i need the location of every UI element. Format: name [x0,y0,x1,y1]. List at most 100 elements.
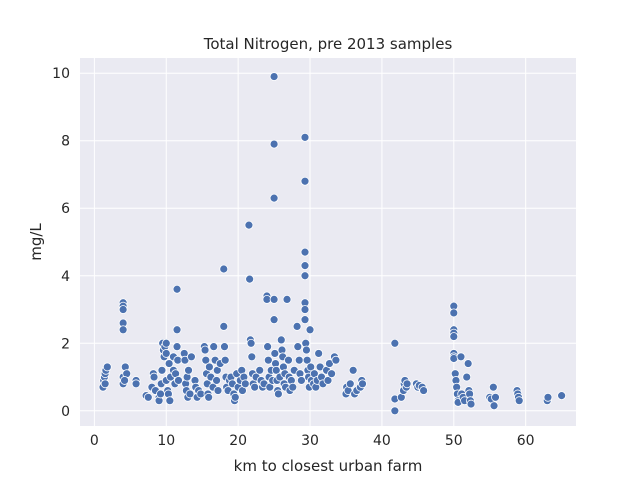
data-point [270,349,280,358]
data-point [204,362,214,372]
data-point [348,365,358,375]
data-point [491,392,500,402]
data-point [306,362,316,372]
data-point [466,399,476,409]
data-point [219,264,229,274]
data-points [98,72,567,416]
data-point [118,305,128,314]
data-point [302,355,312,365]
data-point [269,315,279,325]
data-point [156,389,165,399]
data-point [247,352,257,362]
data-point [284,355,293,365]
data-point [269,193,279,203]
data-point [288,382,298,392]
chart-title: Total Nitrogen, pre 2013 samples [203,35,453,53]
data-point [292,322,302,331]
y-tick-label: 8 [61,134,70,150]
data-point [246,338,256,348]
data-point [300,261,310,271]
data-point [514,396,524,406]
data-point [449,308,459,318]
data-point [331,355,341,365]
data-point [102,362,112,372]
data-point [255,365,265,375]
data-point [219,322,229,331]
data-point [164,359,174,368]
data-point [345,379,355,389]
data-point [143,392,153,402]
x-tick-label: 60 [517,433,535,449]
data-point [271,365,281,375]
data-point [269,72,279,81]
data-point [294,355,304,365]
y-tick-label: 2 [61,336,70,352]
y-tick-label: 10 [52,66,70,82]
data-point [100,379,110,389]
data-point [419,386,429,395]
x-tick-label: 30 [301,433,319,449]
data-point [157,365,167,375]
x-axis-label: km to closest urban farm [234,457,423,475]
data-point [185,389,195,399]
x-tick-label: 40 [373,433,391,449]
data-point [489,401,499,411]
data-point [240,379,250,389]
data-point [297,376,306,385]
data-point [300,132,310,142]
data-point [300,176,310,186]
data-point [212,376,221,385]
data-point [250,382,260,392]
data-point [293,342,303,352]
data-point [118,325,128,335]
data-point [543,392,553,402]
data-point [187,352,196,362]
data-point [488,382,498,392]
data-point [390,338,400,348]
x-tick-label: 20 [229,433,247,449]
data-point [172,342,182,352]
data-point [204,392,214,402]
x-tick-label: 0 [90,433,99,449]
data-point [456,352,466,362]
data-point [302,345,311,355]
data-point [402,379,412,389]
data-point [263,355,273,365]
data-point [276,335,286,345]
data-point [165,396,175,406]
data-point [390,406,400,416]
data-point [172,325,182,335]
data-point [263,342,273,352]
y-tick-label: 0 [61,404,70,420]
data-point [245,274,255,284]
data-point [220,355,230,365]
y-axis-label: mg/L [27,223,45,261]
x-tick-labels: 0 10 20 30 40 50 60 [90,433,535,449]
data-point [230,392,240,402]
data-point [244,220,254,230]
data-point [273,389,283,399]
x-tick-label: 50 [445,433,463,449]
data-point [220,342,229,352]
data-point [300,315,310,325]
data-point [120,376,129,385]
data-point [174,376,183,385]
y-tick-label: 4 [61,269,70,285]
data-point [327,369,336,379]
data-point [269,294,279,304]
data-point [557,391,567,401]
data-point [282,294,292,304]
data-point [209,342,219,352]
data-point [449,332,459,341]
data-point [305,325,315,335]
data-point [314,349,324,358]
data-point [161,349,171,358]
data-point [149,372,159,382]
data-point [161,338,171,348]
data-point [201,355,211,365]
data-point [269,139,279,149]
data-point [200,345,210,355]
data-point [300,247,310,257]
data-point [184,365,193,375]
